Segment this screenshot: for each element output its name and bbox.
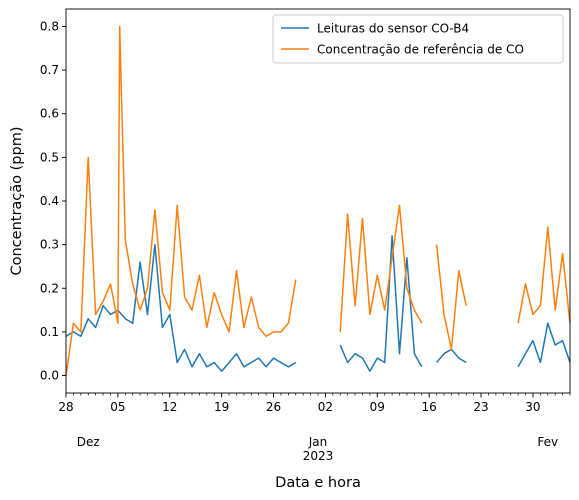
legend-label: Leituras do sensor CO-B4 [317,22,469,36]
y-tick-label: 0.0 [40,369,59,383]
x-month-label: Jan [308,435,328,449]
plot-area [65,25,571,376]
y-tick-label: 0.5 [40,150,59,164]
series-1-segment-2 [435,244,467,351]
legend-box [272,14,564,64]
y-axis-title: Concentração (ppm) [9,127,25,276]
x-tick-label: 30 [525,400,540,414]
series-0-segment-2 [436,348,467,364]
x-tick-label: 09 [370,400,385,414]
x-month-label: Dez [77,435,100,449]
x-year-label: 2023 [303,449,334,463]
y-axis: 0.0 0.1 0.2 0.3 0.4 0.5 0.6 0.7 0.8 [40,19,66,383]
legend: Leituras do sensor CO-B4 Concentração de … [272,14,564,64]
y-tick-label: 0.3 [40,238,59,252]
x-tick-label: 28 [58,400,73,414]
series-1-segment-1 [339,204,423,332]
series-1-segment-0 [65,25,297,376]
series-0-segment-0 [65,243,297,372]
x-tick-label: 05 [110,400,125,414]
x-axis: 28 05 12 19 26 02 09 16 23 30 Dez Jan Fev 2023 [58,393,571,463]
x-tick-label: 23 [473,400,488,414]
series-1-segment-3 [517,226,571,324]
x-tick-label: 19 [214,400,229,414]
series-0-segment-3 [517,322,571,368]
y-tick-label: 0.8 [40,19,59,33]
x-tick-label: 12 [162,400,177,414]
x-tick-label: 26 [266,400,281,414]
x-tick-label: 16 [422,400,437,414]
y-tick-label: 0.1 [40,325,59,339]
legend-label: Concentração de referência de CO [317,43,524,57]
x-month-label: Fev [537,435,558,449]
x-tick-label: 02 [318,400,333,414]
y-tick-label: 0.4 [40,194,59,208]
y-tick-label: 0.6 [40,107,59,121]
y-tick-label: 0.2 [40,281,59,295]
x-axis-title: Data e hora [275,475,361,491]
plot-frame [65,8,571,394]
y-tick-label: 0.7 [40,63,59,77]
series-0-segment-1 [339,235,423,372]
